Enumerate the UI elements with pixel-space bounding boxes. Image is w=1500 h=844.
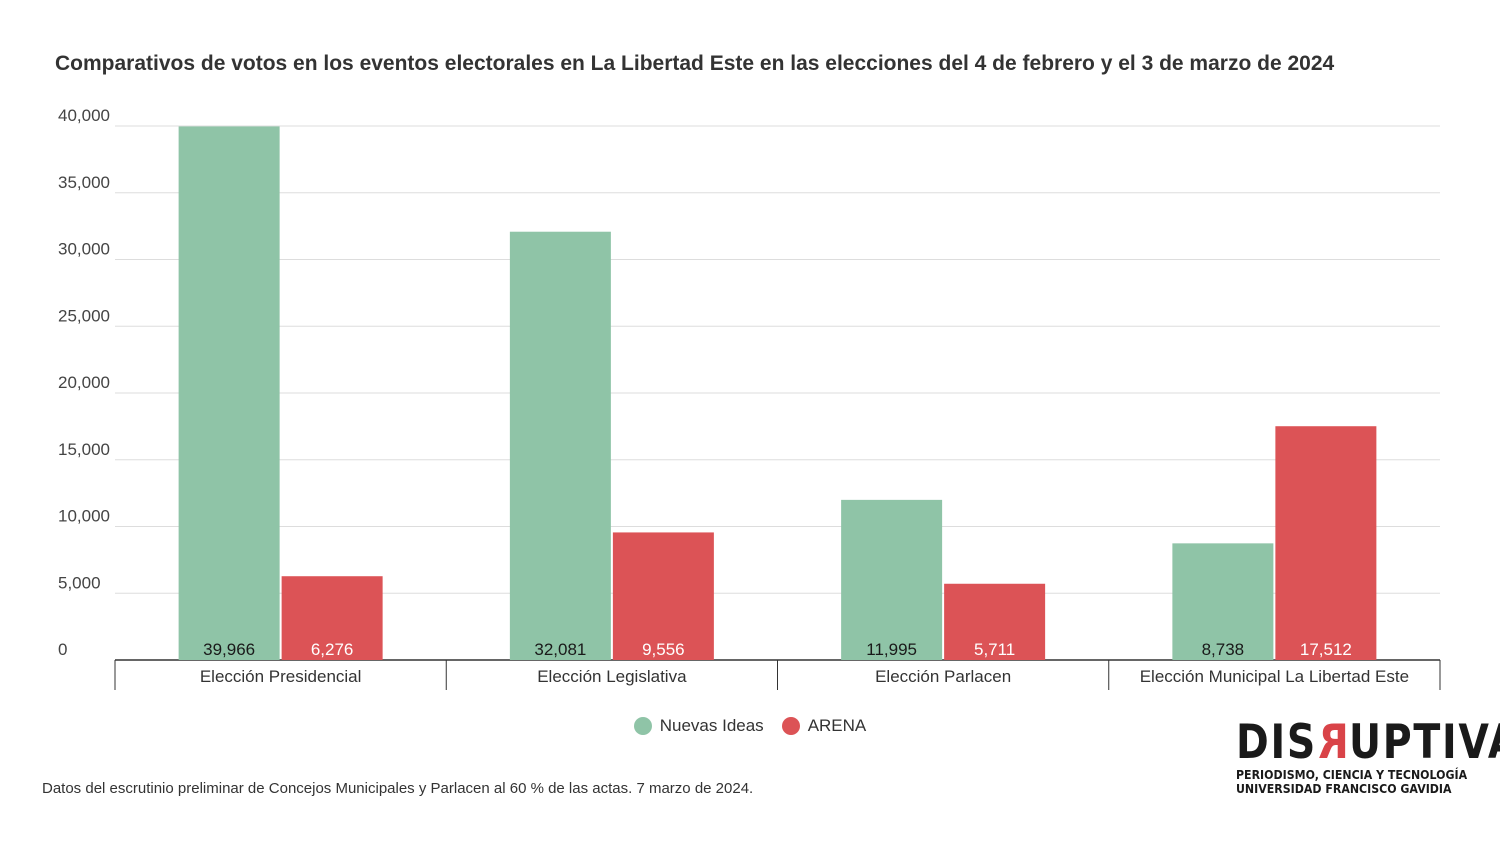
bar-value-label: 39,966 — [203, 640, 255, 659]
y-tick-label: 15,000 — [58, 440, 110, 459]
logo-wordmark: DISRUPTIVA — [1236, 715, 1500, 770]
bar-value-label: 32,081 — [534, 640, 586, 659]
logo-university: UNIVERSIDAD FRANCISCO GAVIDIA — [1236, 781, 1452, 796]
bar-value-label: 5,711 — [974, 640, 1015, 659]
legend-item-arena[interactable]: ARENA — [781, 716, 867, 736]
x-category-label: Elección Legislativa — [537, 667, 687, 686]
bar-value-label: 11,995 — [866, 640, 917, 659]
bar-value-label: 17,512 — [1300, 640, 1352, 659]
logo-tagline: PERIODISMO, CIENCIA Y TECNOLOGÍA — [1236, 767, 1468, 782]
bar — [944, 583, 1046, 660]
legend-swatch-arena — [781, 717, 800, 735]
legend-label-nuevas-ideas: Nuevas Ideas — [659, 716, 764, 735]
x-category-label: Elección Presidencial — [200, 667, 362, 686]
bar-value-label: 6,276 — [311, 640, 354, 659]
bar-value-label: 8,738 — [1202, 640, 1245, 659]
y-tick-label: 5,000 — [58, 573, 101, 592]
source-footnote: Datos del escrutinio preliminar de Conce… — [42, 780, 754, 797]
bar — [178, 126, 280, 660]
disruptiva-logo: DISRUPTIVA PERIODISMO, CIENCIA Y TECNOLO… — [1236, 715, 1500, 796]
legend-label-arena: ARENA — [807, 716, 867, 735]
legend-swatch-nuevas-ideas — [633, 717, 652, 735]
y-tick-label: 10,000 — [58, 507, 110, 526]
y-tick-label: 35,000 — [58, 173, 110, 192]
y-tick-label: 25,000 — [58, 306, 110, 325]
bar-value-label: 9,556 — [642, 640, 685, 659]
bar — [612, 532, 714, 660]
y-tick-label: 30,000 — [58, 240, 110, 259]
bar — [281, 576, 383, 660]
bar — [1275, 426, 1377, 660]
chart-legend: Nuevas Ideas ARENA — [0, 716, 1500, 736]
legend-item-nuevas-ideas[interactable]: Nuevas Ideas — [633, 716, 764, 736]
y-tick-label: 0 — [58, 640, 67, 659]
bar — [509, 231, 611, 661]
y-tick-label: 20,000 — [58, 373, 110, 392]
chart-title: Comparativos de votos en los eventos ele… — [55, 52, 1335, 75]
y-tick-label: 40,000 — [58, 106, 110, 125]
x-category-label: Elección Parlacen — [875, 667, 1011, 686]
bar — [1172, 543, 1274, 660]
x-category-label: Elección Municipal La Libertad Este — [1140, 667, 1409, 686]
bar — [841, 499, 943, 660]
